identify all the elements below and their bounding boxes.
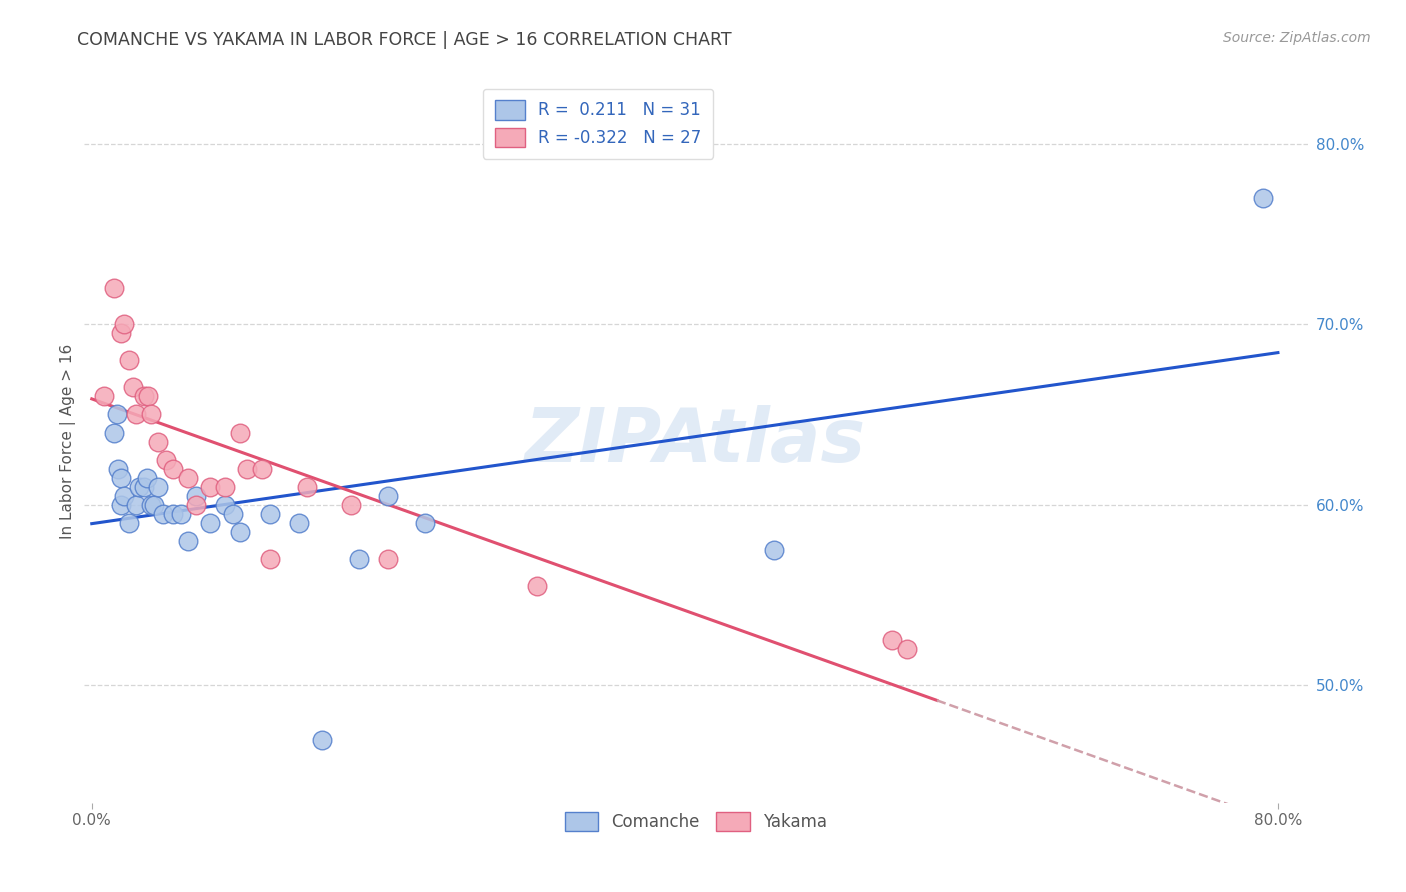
Text: COMANCHE VS YAKAMA IN LABOR FORCE | AGE > 16 CORRELATION CHART: COMANCHE VS YAKAMA IN LABOR FORCE | AGE … (77, 31, 733, 49)
Point (347, 552, 370, 566)
Point (896, 642, 918, 657)
Point (229, 425, 252, 440)
Point (122, 380, 145, 394)
Point (110, 498, 132, 512)
Point (148, 480, 170, 494)
Point (377, 552, 399, 566)
Point (415, 516, 437, 530)
Point (152, 507, 174, 521)
Point (170, 507, 193, 521)
Point (139, 408, 162, 422)
Point (1251, 191, 1274, 205)
Point (214, 498, 236, 512)
Point (139, 498, 162, 512)
Point (177, 470, 200, 484)
Point (882, 633, 904, 648)
Point (135, 470, 157, 484)
Point (93, 389, 115, 403)
Point (112, 317, 135, 331)
Point (103, 281, 125, 295)
Point (132, 480, 155, 494)
Point (112, 489, 135, 503)
Point (110, 326, 132, 341)
Point (184, 489, 207, 503)
Point (184, 498, 207, 512)
Point (155, 452, 177, 467)
Point (252, 461, 274, 475)
Text: Source: ZipAtlas.com: Source: ZipAtlas.com (1223, 31, 1371, 45)
Point (177, 533, 200, 548)
Point (105, 408, 128, 422)
Point (236, 461, 259, 475)
Point (118, 516, 141, 530)
Point (221, 507, 243, 521)
Point (162, 507, 184, 521)
Point (259, 507, 281, 521)
Point (214, 480, 236, 494)
Point (259, 552, 281, 566)
Point (288, 516, 311, 530)
Y-axis label: In Labor Force | Age > 16: In Labor Force | Age > 16 (60, 344, 76, 539)
Point (162, 461, 184, 475)
Point (107, 461, 129, 475)
Point (311, 732, 333, 747)
Point (103, 425, 125, 440)
Point (148, 434, 170, 449)
Point (762, 543, 785, 558)
Point (132, 389, 155, 403)
Text: ZIPAtlas: ZIPAtlas (526, 405, 866, 478)
Point (200, 516, 222, 530)
Point (229, 524, 252, 539)
Point (136, 389, 159, 403)
Point (295, 480, 318, 494)
Point (340, 498, 363, 512)
Point (118, 353, 141, 368)
Point (377, 489, 399, 503)
Point (128, 480, 150, 494)
Point (125, 498, 148, 512)
Point (200, 480, 222, 494)
Point (143, 498, 166, 512)
Point (125, 408, 148, 422)
Point (526, 579, 548, 593)
Legend: Comanche, Yakama: Comanche, Yakama (558, 805, 834, 838)
Point (110, 470, 132, 484)
